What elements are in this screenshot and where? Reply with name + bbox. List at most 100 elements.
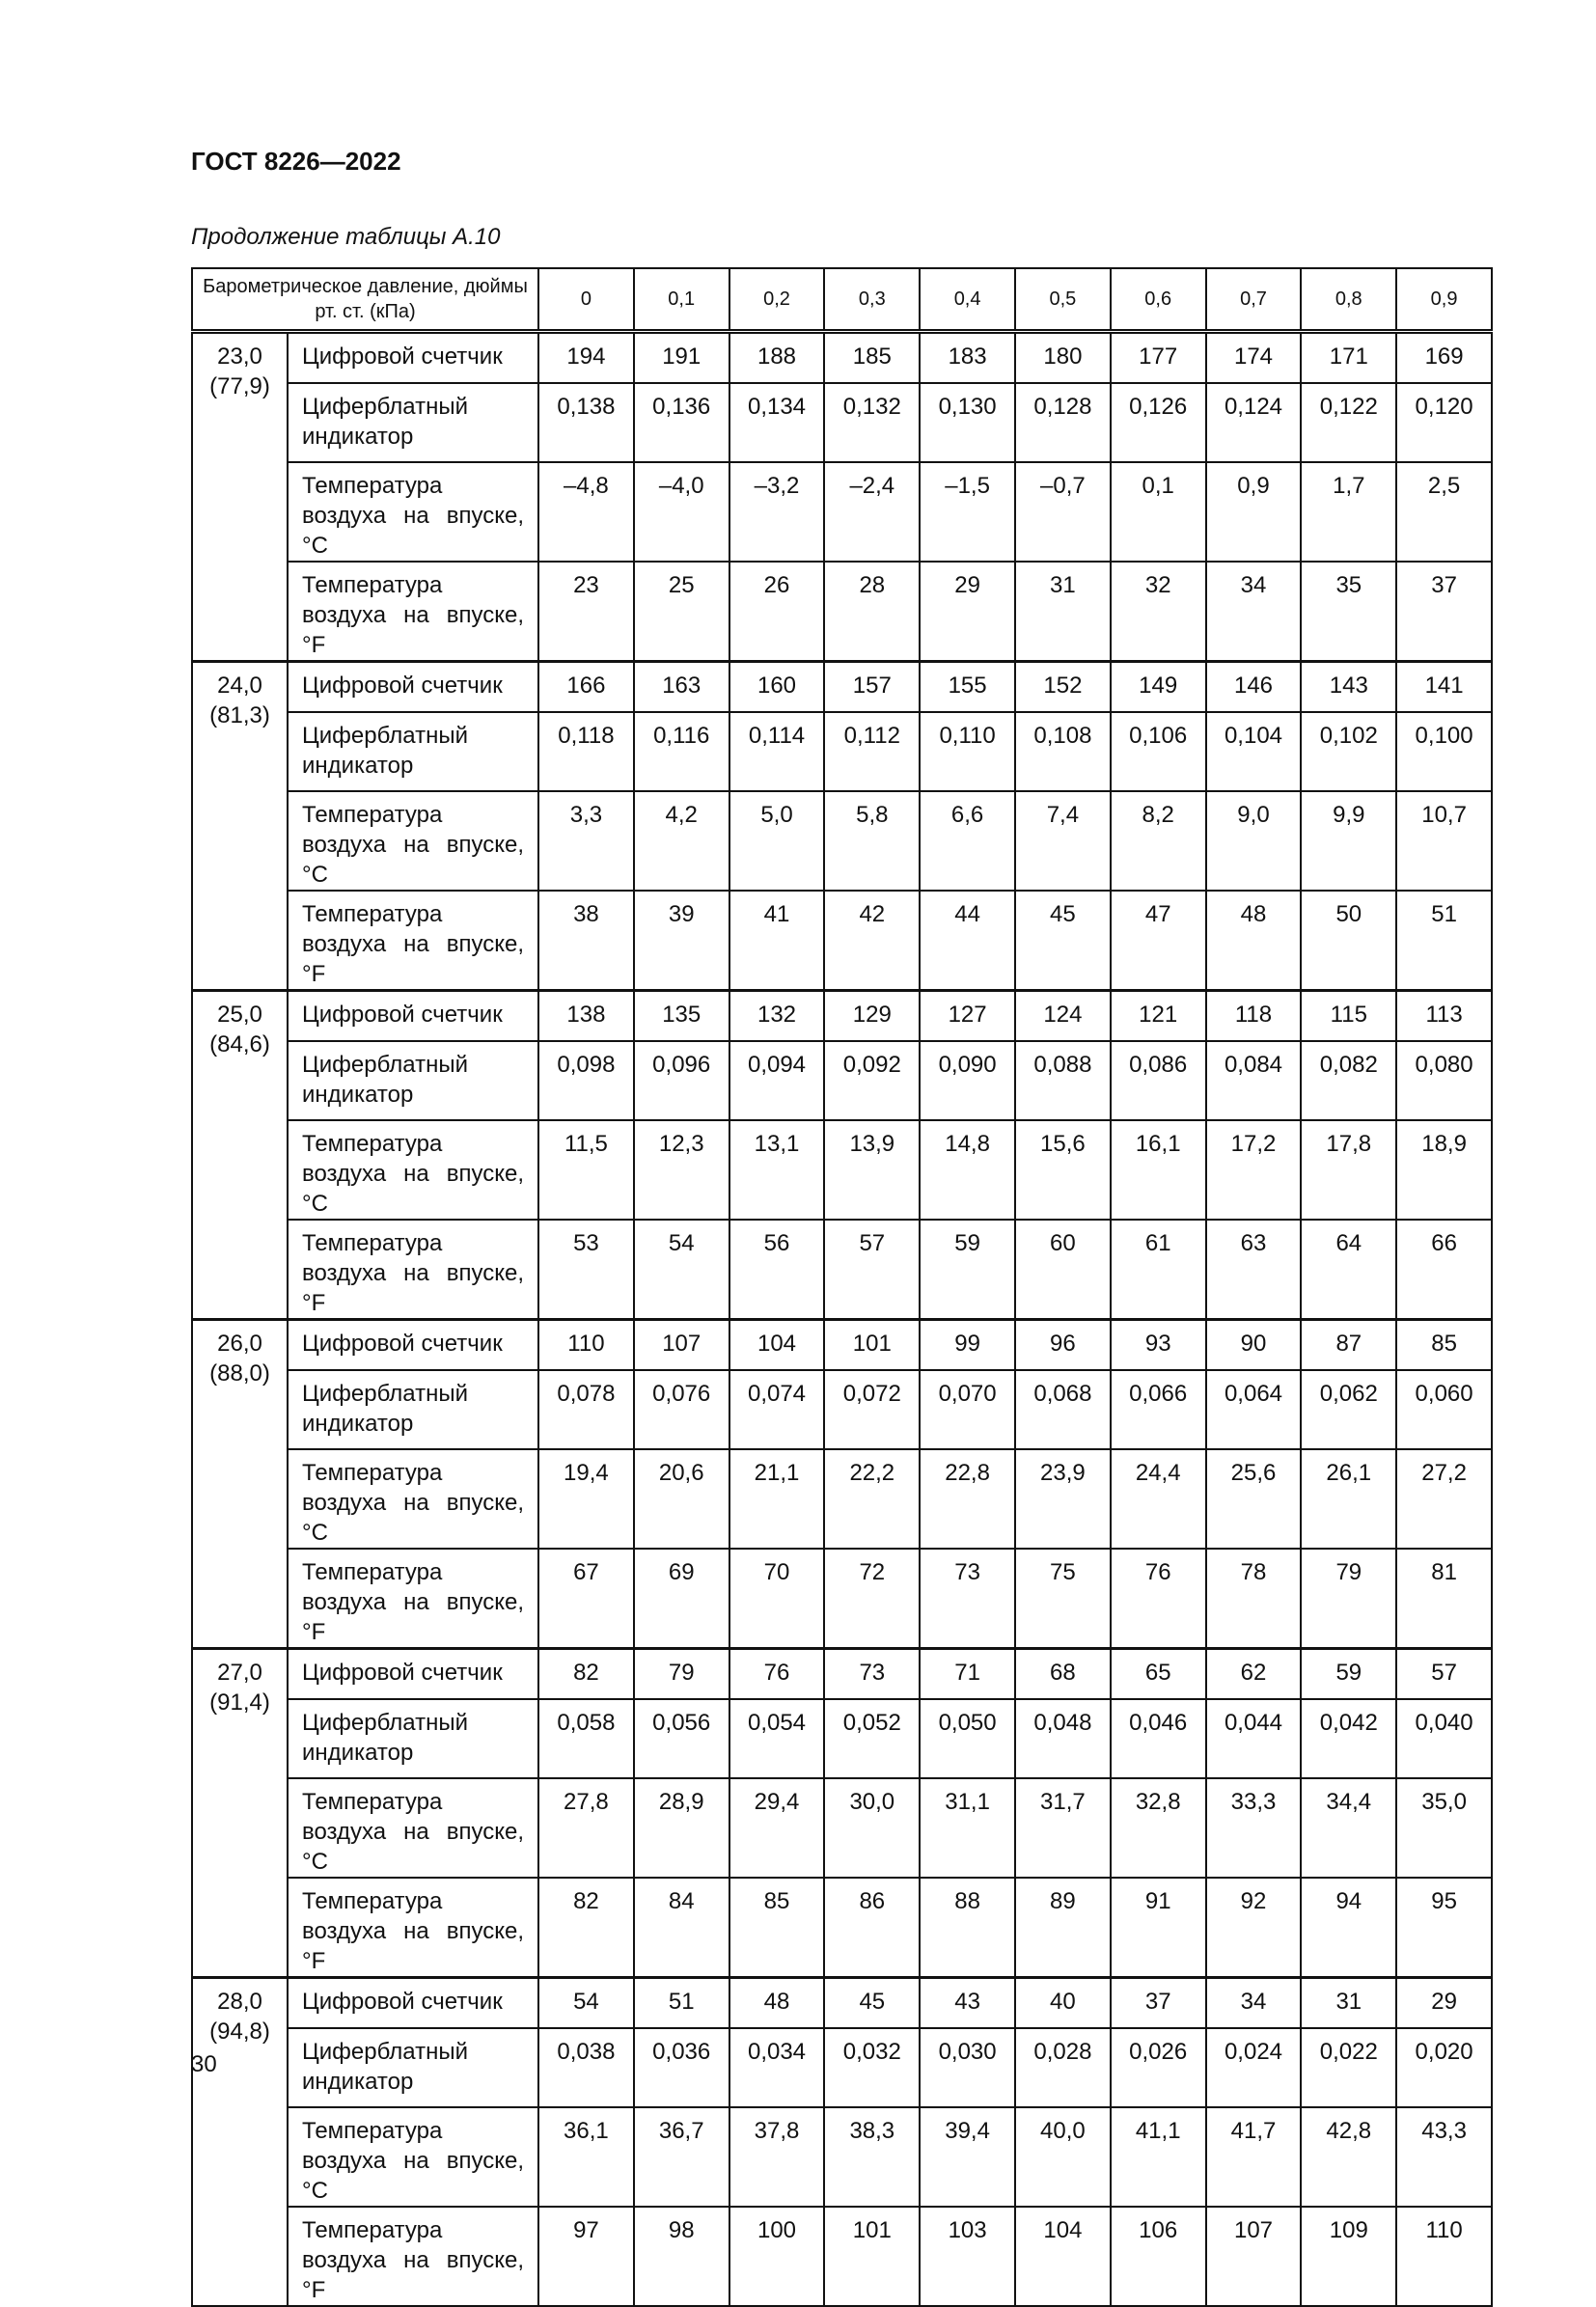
value-cell: 0,078 — [537, 1369, 635, 1450]
value-cell: 12,3 — [632, 1119, 730, 1221]
value-cell: 45 — [1014, 890, 1112, 992]
value-cell: 37,8 — [728, 2106, 826, 2208]
value-cell: 0,082 — [1300, 1040, 1398, 1121]
value-cell: 0,048 — [1014, 1698, 1112, 1779]
value-cell: 0,104 — [1204, 711, 1303, 792]
value-cell: 0,034 — [728, 2027, 826, 2108]
value-cell: 73 — [823, 1647, 922, 1700]
value-cell: 42 — [823, 890, 922, 992]
value-cell: 61 — [1109, 1219, 1207, 1321]
value-cell: 14,8 — [919, 1119, 1016, 1221]
value-cell: 0,084 — [1204, 1040, 1303, 1121]
value-cell: 0,080 — [1395, 1040, 1493, 1121]
row-label: Цифровой счетчик — [286, 1318, 540, 1371]
value-cell: 29 — [1395, 1976, 1493, 2029]
column-header: 0,8 — [1300, 267, 1398, 333]
value-cell: 0,136 — [632, 382, 730, 463]
value-cell: 0,116 — [632, 711, 730, 792]
value-cell: 124 — [1014, 989, 1112, 1042]
value-cell: 84 — [632, 1877, 730, 1979]
value-cell: 54 — [632, 1219, 730, 1321]
value-cell: 28 — [823, 561, 922, 663]
column-header: 0,3 — [823, 267, 922, 333]
value-cell: 0,064 — [1204, 1369, 1303, 1450]
value-cell: 11,5 — [537, 1119, 635, 1221]
table-row: Температура воздуха на впуске, °C 27,8 28,… — [192, 1777, 1493, 1879]
value-cell: 0,046 — [1109, 1698, 1207, 1779]
table-row: Температура воздуха на впуске, °F 23 25 26 2… — [192, 561, 1493, 663]
pressure-cell: 23,0 (77,9) — [191, 330, 289, 663]
value-cell: 0,066 — [1109, 1369, 1207, 1450]
value-cell: 63 — [1204, 1219, 1303, 1321]
table-row: Циферблатный индикатор 0,098 0,096 0,094 0,0… — [192, 1040, 1493, 1121]
table-row: Температура воздуха на впуске, °F 82 84 85 8… — [192, 1877, 1493, 1979]
value-cell: 0,042 — [1300, 1698, 1398, 1779]
pressure-group: 28,0 (94,8) Цифровой счетчик 54 51 48 45 43 40 3… — [191, 1976, 1493, 2307]
value-cell: 2,5 — [1395, 461, 1493, 563]
value-cell: 0,098 — [537, 1040, 635, 1121]
value-cell: 129 — [823, 989, 922, 1042]
value-cell: 118 — [1204, 989, 1303, 1042]
row-label: Циферблатный индикатор — [286, 1040, 540, 1121]
row-label: Температура воздуха на впуске, °C — [286, 2106, 540, 2208]
value-cell: –3,2 — [728, 461, 826, 563]
value-cell: 70 — [728, 1548, 826, 1650]
data-table: Барометрическое давление, дюймы рт. ст. … — [190, 267, 1493, 2307]
value-cell: 10,7 — [1395, 790, 1493, 892]
value-cell: 41,1 — [1109, 2106, 1207, 2208]
value-cell: 0,110 — [919, 711, 1016, 792]
value-cell: 19,4 — [537, 1448, 635, 1550]
row-label: Цифровой счетчик — [286, 1647, 540, 1700]
value-cell: 194 — [537, 330, 635, 384]
value-cell: 0,094 — [728, 1040, 826, 1121]
value-cell: 85 — [728, 1877, 826, 1979]
value-cell: 17,8 — [1300, 1119, 1398, 1221]
row-label: Цифровой счетчик — [286, 1976, 540, 2029]
value-cell: 8,2 — [1109, 790, 1207, 892]
value-cell: 41,7 — [1204, 2106, 1303, 2208]
value-cell: 54 — [537, 1976, 635, 2029]
value-cell: 39,4 — [919, 2106, 1016, 2208]
value-cell: 183 — [919, 330, 1016, 384]
row-label: Циферблатный индикатор — [286, 1698, 540, 1779]
value-cell: 57 — [823, 1219, 922, 1321]
value-cell: 6,6 — [919, 790, 1016, 892]
value-cell: 25,6 — [1204, 1448, 1303, 1550]
value-cell: –0,7 — [1014, 461, 1112, 563]
value-cell: 160 — [728, 660, 826, 713]
page-number: 30 — [191, 2051, 217, 2077]
value-cell: 27,8 — [537, 1777, 635, 1879]
value-cell: 0,088 — [1014, 1040, 1112, 1121]
value-cell: 0,024 — [1204, 2027, 1303, 2108]
value-cell: 0,054 — [728, 1698, 826, 1779]
value-cell: 92 — [1204, 1877, 1303, 1979]
column-header: 0,2 — [728, 267, 826, 333]
value-cell: 0,106 — [1109, 711, 1207, 792]
value-cell: –1,5 — [919, 461, 1016, 563]
value-cell: 21,1 — [728, 1448, 826, 1550]
pressure-cell: 27,0 (91,4) — [191, 1647, 289, 1979]
value-cell: 51 — [632, 1976, 730, 2029]
pressure-cell: 28,0 (94,8) — [191, 1976, 289, 2307]
value-cell: 40 — [1014, 1976, 1112, 2029]
value-cell: 0,070 — [919, 1369, 1016, 1450]
value-cell: 138 — [537, 989, 635, 1042]
value-cell: 0,062 — [1300, 1369, 1398, 1450]
table-row: Температура воздуха на впуске, °C 11,5 12,… — [192, 1119, 1493, 1221]
column-header: 0,7 — [1204, 267, 1303, 333]
row-label: Циферблатный индикатор — [286, 2027, 540, 2108]
value-cell: 43 — [919, 1976, 1016, 2029]
value-cell: 113 — [1395, 989, 1493, 1042]
value-cell: –4,8 — [537, 461, 635, 563]
value-cell: 101 — [823, 1318, 922, 1371]
value-cell: 31,7 — [1014, 1777, 1112, 1879]
value-cell: 32,8 — [1109, 1777, 1207, 1879]
value-cell: 0,112 — [823, 711, 922, 792]
table-caption: Продолжение таблицы А.10 — [191, 224, 501, 250]
header-row: Барометрическое давление, дюймы рт. ст. … — [190, 267, 1493, 333]
value-cell: 76 — [1109, 1548, 1207, 1650]
value-cell: 89 — [1014, 1877, 1112, 1979]
value-cell: 143 — [1300, 660, 1398, 713]
pressure-group: 25,0 (84,6) Цифровой счетчик 138 135 132 129 1… — [191, 989, 1493, 1321]
value-cell: 56 — [728, 1219, 826, 1321]
